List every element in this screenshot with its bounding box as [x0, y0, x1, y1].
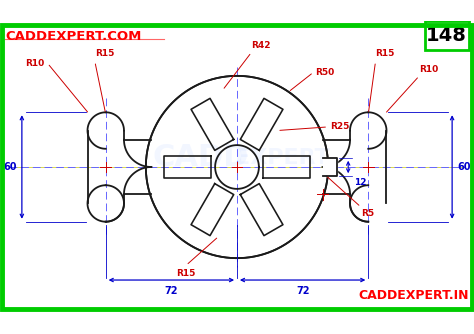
Text: R15: R15	[95, 49, 114, 58]
FancyBboxPatch shape	[425, 21, 468, 50]
Text: R10: R10	[419, 65, 438, 74]
Text: CADDEXPERT.IN: CADDEXPERT.IN	[358, 289, 468, 302]
Text: R50: R50	[315, 68, 335, 77]
Text: 148: 148	[426, 26, 467, 45]
Text: CADD: CADD	[152, 143, 249, 172]
Text: 12: 12	[354, 178, 366, 187]
Text: R42: R42	[252, 41, 271, 50]
Text: R15: R15	[176, 269, 196, 278]
Text: R10: R10	[26, 58, 45, 67]
Text: 60: 60	[3, 162, 17, 172]
Text: EXPERT: EXPERT	[235, 148, 330, 168]
Text: 60: 60	[457, 162, 471, 172]
Text: 72: 72	[164, 286, 178, 296]
Text: CADDEXPERT.COM: CADDEXPERT.COM	[6, 30, 142, 43]
Text: 72: 72	[296, 286, 310, 296]
Text: R25: R25	[330, 122, 349, 131]
Text: R15: R15	[375, 49, 395, 58]
Text: R5: R5	[361, 209, 374, 218]
